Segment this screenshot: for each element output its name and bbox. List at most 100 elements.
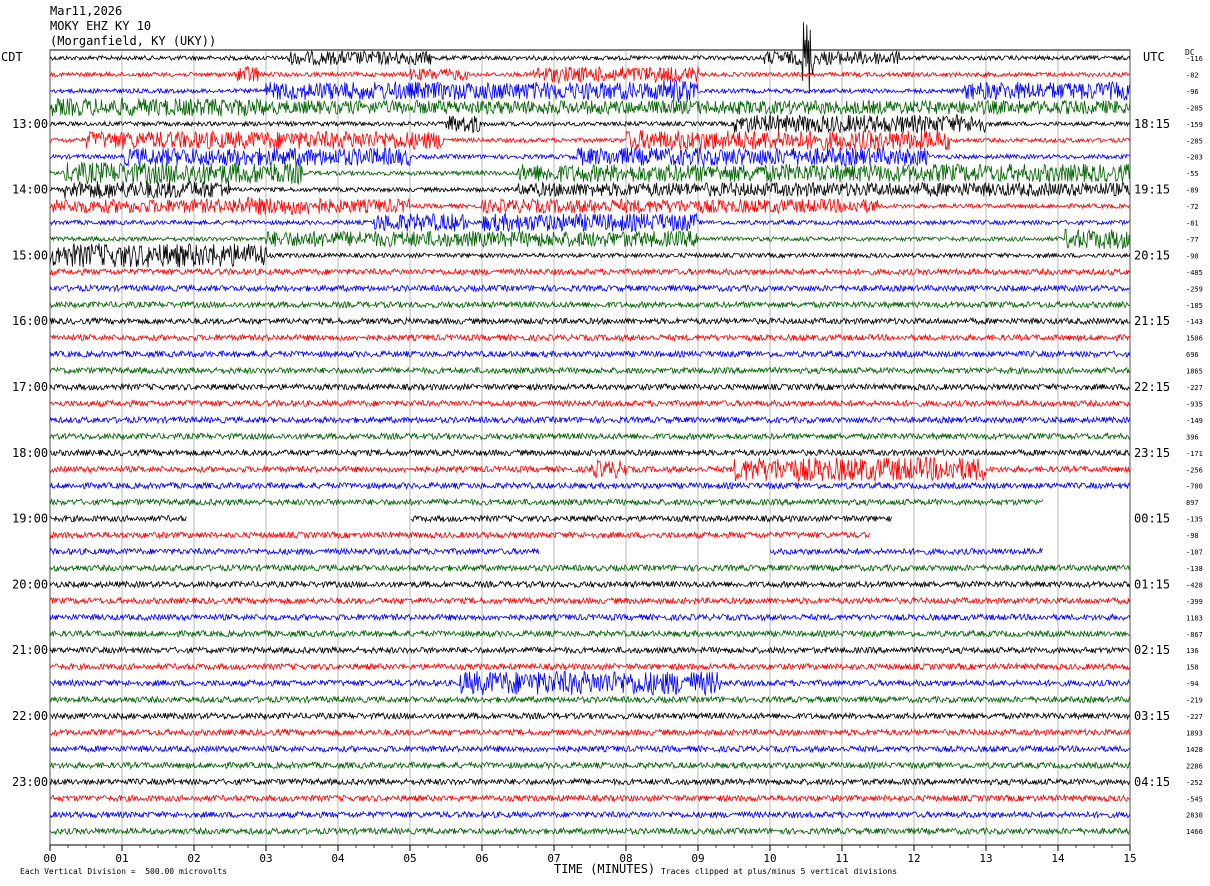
trace-row-17: [49, 333, 1131, 343]
x-tick-label: 13: [979, 852, 992, 865]
trace-row-4: [49, 114, 1131, 134]
dc-offset-label: -96: [1186, 88, 1199, 96]
dc-offset-label: -259: [1186, 285, 1203, 293]
dc-offset-label: 2830: [1186, 812, 1203, 820]
dc-offset-label: -72: [1186, 203, 1199, 211]
x-tick-label: 02: [187, 852, 200, 865]
dc-offset-label: 136: [1186, 647, 1199, 655]
trace-row-0: [49, 22, 1131, 94]
dc-offset-label: -135: [1186, 516, 1203, 524]
dc-offset-label: -90: [1186, 252, 1199, 260]
trace-row-22: [49, 415, 1131, 425]
dc-offset-label: -185: [1186, 302, 1203, 310]
utc-hour-label: 18:15: [1134, 117, 1170, 131]
x-tick-label: 09: [691, 852, 704, 865]
dc-offset-label: 1428: [1186, 746, 1203, 754]
dc-offset-label: -227: [1186, 384, 1203, 392]
trace-row-3: [49, 97, 1131, 117]
trace-row-14: [49, 283, 1131, 293]
dc-offset-label: 696: [1186, 351, 1199, 359]
trace-row-32: [49, 579, 1131, 589]
trace-row-12: [49, 243, 1131, 268]
trace-row-39: [49, 695, 1131, 705]
x-tick-label: 01: [115, 852, 128, 865]
dc-offset-label: -77: [1186, 236, 1199, 244]
x-tick-label: 11: [835, 852, 848, 865]
dc-offset-label: 897: [1186, 499, 1199, 507]
clip-note: Traces clipped at plus/minus 5 vertical …: [661, 867, 898, 876]
trace-row-5: [49, 129, 1131, 151]
utc-hour-label: 01:15: [1134, 577, 1170, 591]
right-timezone-label: UTC: [1143, 50, 1165, 64]
x-tick-label: 15: [1123, 852, 1136, 865]
trace-row-13: [49, 267, 1131, 277]
trace-row-33: [49, 596, 1131, 606]
x-tick-label: 05: [403, 852, 416, 865]
x-tick-label: 07: [547, 852, 560, 865]
trace-row-7: [49, 162, 1131, 186]
trace-row-37: [49, 662, 1131, 672]
trace-row-24: [49, 448, 1131, 458]
dc-offset-label: -252: [1186, 779, 1203, 787]
trace-row-46: [49, 810, 1131, 819]
trace-row-11: [49, 228, 1131, 250]
cdt-hour-label: 15:00: [12, 248, 48, 262]
dc-offset-label: 1506: [1186, 335, 1203, 343]
trace-row-42: [49, 744, 1131, 754]
dc-offset-label: 2286: [1186, 762, 1203, 770]
trace-row-26: [49, 481, 1131, 491]
cdt-hour-label: 22:00: [12, 709, 48, 723]
trace-row-2: [49, 79, 1131, 104]
dc-offset-label: -219: [1186, 697, 1203, 705]
x-tick-label: 06: [475, 852, 488, 865]
trace-row-34: [49, 612, 1131, 622]
dc-offset-label: -285: [1186, 137, 1203, 145]
dc-offset-label: -256: [1186, 466, 1203, 474]
dc-offset-label: -867: [1186, 631, 1203, 639]
dc-offset-label: -81: [1186, 220, 1199, 228]
x-axis-title: TIME (MINUTES): [554, 862, 656, 876]
dc-offset-label: -143: [1186, 318, 1203, 326]
trace-row-16: [49, 316, 1131, 326]
dc-offset-label: -116: [1186, 55, 1203, 63]
trace-row-21: [49, 399, 1131, 408]
utc-hour-label: 04:15: [1134, 775, 1170, 789]
trace-row-6: [49, 146, 1131, 168]
trace-row-8: [49, 180, 1131, 199]
utc-hour-label: 03:15: [1134, 709, 1170, 723]
trace-row-27: [49, 497, 1044, 507]
utc-hour-label: 22:15: [1134, 380, 1170, 394]
trace-row-47: [49, 826, 1131, 836]
x-tick-label: 03: [259, 852, 272, 865]
dc-offset-label: 1183: [1186, 614, 1203, 622]
trace-row-15: [49, 300, 1131, 310]
cdt-hour-label: 14:00: [12, 183, 48, 197]
dc-offset-label: -82: [1186, 71, 1199, 79]
trace-row-23: [49, 431, 1131, 441]
trace-row-35: [49, 629, 1131, 639]
dc-offset-label: -94: [1186, 680, 1199, 688]
trace-row-45: [49, 793, 1130, 803]
cdt-hour-label: 20:00: [12, 577, 48, 591]
dc-offset-label: -203: [1186, 154, 1203, 162]
trace-row-43: [49, 760, 1131, 770]
dc-offset-label: -428: [1186, 581, 1203, 589]
trace-row-44: [49, 777, 1131, 787]
trace-row-1: [49, 65, 1131, 84]
dc-offset-label: -205: [1186, 104, 1203, 112]
x-tick-label: 00: [43, 852, 56, 865]
plot-date: Mar11,2026: [50, 4, 123, 18]
dc-offset-label: 158: [1186, 664, 1199, 672]
dc-offset-label: -171: [1186, 450, 1203, 458]
dc-offset-label: -935: [1186, 400, 1203, 408]
utc-hour-label: 23:15: [1134, 446, 1170, 460]
utc-hour-label: 20:15: [1134, 248, 1170, 262]
dc-offset-label: 1466: [1186, 828, 1203, 836]
vertical-division-note: Each Vertical Division = 500.00 microvol…: [20, 867, 228, 876]
trace-row-29: [49, 530, 871, 540]
trace-row-20: [49, 382, 1131, 392]
trace-row-40: [49, 711, 1131, 721]
station-location: (Morganfield, KY (UKY)): [50, 34, 217, 48]
trace-row-25: [49, 456, 1131, 483]
